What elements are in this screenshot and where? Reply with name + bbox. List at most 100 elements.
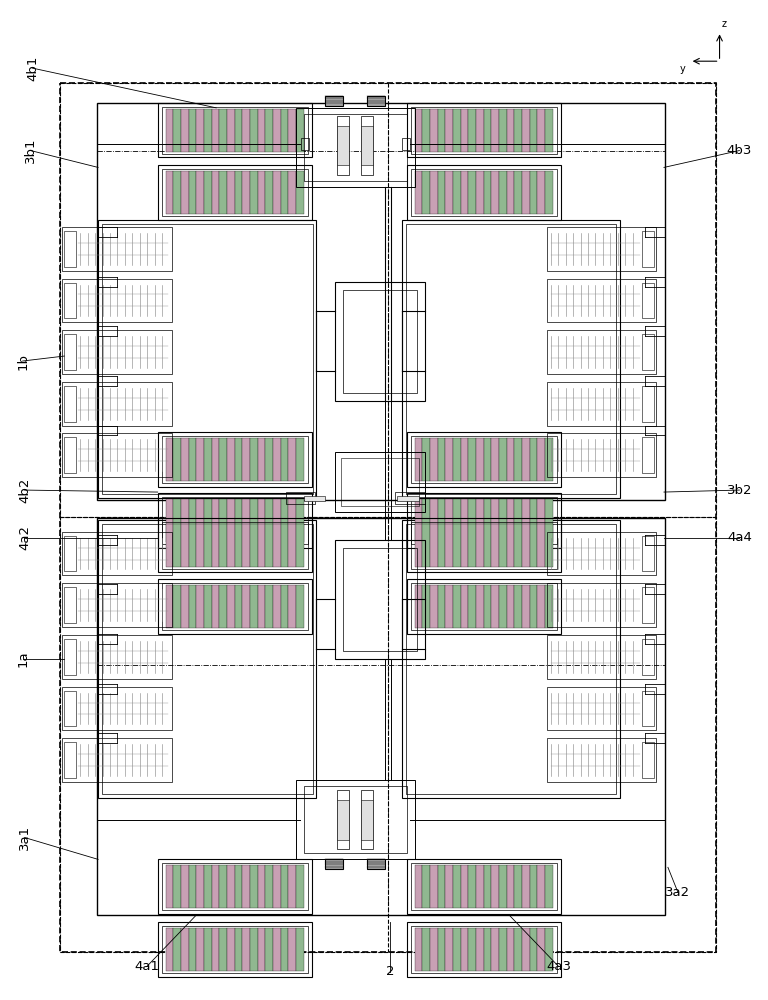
Bar	[181, 499, 189, 542]
Bar	[461, 928, 468, 971]
Bar	[422, 171, 430, 214]
Bar	[361, 800, 373, 840]
Text: 3b1: 3b1	[24, 138, 37, 163]
Bar	[484, 585, 492, 628]
Bar	[406, 224, 616, 494]
Bar	[507, 524, 515, 567]
Bar	[288, 109, 296, 152]
Bar	[157, 579, 312, 634]
Bar	[507, 171, 515, 214]
Bar	[430, 585, 438, 628]
Bar	[545, 524, 553, 567]
Bar	[445, 585, 453, 628]
Bar	[265, 585, 273, 628]
Text: 4a3: 4a3	[546, 960, 571, 973]
Bar	[411, 169, 557, 216]
Bar	[157, 922, 312, 977]
Bar	[499, 109, 507, 152]
Bar	[484, 928, 492, 971]
Bar	[530, 865, 538, 908]
Bar	[219, 109, 227, 152]
Bar	[102, 524, 313, 794]
Bar	[62, 433, 171, 477]
Bar	[461, 109, 468, 152]
Bar	[476, 109, 484, 152]
Bar	[476, 171, 484, 214]
Bar	[157, 493, 312, 548]
Bar	[530, 438, 538, 481]
Bar	[303, 496, 326, 501]
Bar	[499, 499, 507, 542]
Bar	[174, 171, 181, 214]
Bar	[484, 438, 492, 481]
Bar	[65, 437, 76, 473]
Bar	[343, 548, 417, 651]
Bar	[265, 171, 273, 214]
Bar	[430, 109, 438, 152]
Bar	[273, 109, 280, 152]
Text: 1a: 1a	[16, 651, 29, 667]
Bar	[65, 536, 76, 571]
Bar	[326, 96, 343, 106]
Bar	[547, 738, 656, 782]
Bar	[296, 171, 303, 214]
Bar	[296, 438, 303, 481]
Bar	[538, 438, 545, 481]
Bar	[161, 169, 307, 216]
Bar	[499, 438, 507, 481]
Bar	[547, 227, 656, 271]
Bar	[166, 499, 174, 542]
Bar	[515, 928, 522, 971]
Bar	[242, 109, 250, 152]
Bar	[273, 524, 280, 567]
Bar	[212, 499, 219, 542]
Bar	[227, 928, 234, 971]
Bar	[515, 109, 522, 152]
Text: y: y	[680, 64, 686, 74]
Bar	[545, 585, 553, 628]
Bar	[522, 928, 530, 971]
Bar	[166, 171, 174, 214]
Bar	[407, 432, 561, 487]
Bar	[250, 171, 257, 214]
Bar	[280, 109, 288, 152]
Bar	[273, 171, 280, 214]
Bar	[461, 438, 468, 481]
Bar	[288, 499, 296, 542]
Bar	[492, 109, 499, 152]
Bar	[181, 865, 189, 908]
Bar	[642, 639, 654, 675]
Bar	[438, 438, 445, 481]
Bar	[538, 928, 545, 971]
Bar	[227, 524, 234, 567]
Bar	[166, 524, 174, 567]
Bar	[288, 524, 296, 567]
Bar	[422, 438, 430, 481]
Text: 4a1: 4a1	[134, 960, 159, 973]
Bar	[438, 171, 445, 214]
Bar	[212, 171, 219, 214]
Bar	[538, 524, 545, 567]
Bar	[547, 687, 656, 730]
Bar	[174, 524, 181, 567]
Bar	[204, 109, 212, 152]
Bar	[181, 171, 189, 214]
Bar	[642, 386, 654, 422]
Bar	[430, 171, 438, 214]
Bar	[204, 524, 212, 567]
Bar	[219, 438, 227, 481]
Bar	[484, 109, 492, 152]
Bar	[181, 438, 189, 481]
Bar	[402, 520, 621, 798]
Bar	[515, 438, 522, 481]
Bar	[280, 438, 288, 481]
Bar	[438, 865, 445, 908]
Bar	[642, 587, 654, 623]
Bar	[530, 928, 538, 971]
Bar	[547, 532, 656, 575]
Bar	[415, 109, 422, 152]
Bar	[411, 497, 557, 544]
Bar	[288, 171, 296, 214]
Bar	[545, 109, 553, 152]
Bar	[411, 107, 557, 154]
